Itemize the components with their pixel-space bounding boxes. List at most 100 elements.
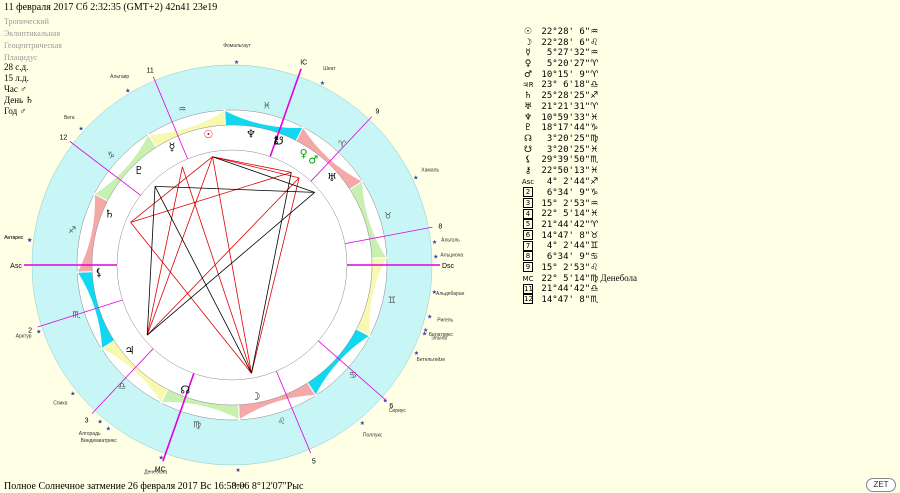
house-number-box: 6 (520, 230, 536, 241)
position-row: ♆ 10°59'33"♓ (520, 113, 637, 124)
house-cusp-line (91, 348, 154, 414)
house-cusp-line (69, 141, 141, 196)
position-row: ☿ 5°27'32"♒ (520, 48, 637, 59)
star-label: Антарес (4, 235, 24, 241)
zodiac-sign-glyph: ♍ (193, 421, 201, 431)
star-label: Белатрикс (429, 332, 454, 338)
planet-glyph: ♇ (523, 123, 533, 134)
house-cusp-line (276, 370, 312, 454)
house-box: 11 (523, 283, 533, 294)
house-number: 3 (85, 417, 89, 424)
position-value: 22°50'13" (536, 165, 591, 176)
position-row: ⚷ 22°50'13"♓ (520, 166, 637, 177)
house-box: 3 (523, 198, 533, 208)
chart-title: 11 февраля 2017 Сб 2:32:35 (GMT+2) 42n41… (4, 2, 218, 13)
star-marker: ★ (106, 425, 111, 432)
star-label: Альтаир (110, 74, 129, 80)
planet-glyph: ⚸ (524, 155, 532, 166)
planet-glyph: ♆ (523, 112, 533, 123)
planet-glyph: ☉ (523, 27, 533, 37)
star-label: Эльнат (431, 336, 448, 342)
house-number-box: 4 (520, 208, 536, 220)
planet-glyph: ☋ (274, 135, 284, 148)
house-number-box: 3 (520, 198, 536, 209)
star-label: Шеат (323, 66, 336, 72)
position-row: ⚸ 29°39'50"♏ (520, 155, 637, 166)
position-value: 15° 2'53" (536, 198, 591, 209)
position-value: 21°44'42" (536, 284, 591, 294)
house-cusp-line (310, 116, 373, 182)
star-marker: ★ (159, 454, 164, 461)
star-label: Альдебаран (436, 291, 465, 297)
star-marker: ★ (414, 350, 419, 357)
aspect-line (182, 166, 252, 374)
house-box: 12 (523, 294, 533, 305)
position-row: 4 22° 5'14"♓ (520, 208, 637, 220)
position-row: ♂ 10°15' 9"♈ (520, 70, 637, 81)
aspect-line (251, 172, 292, 374)
position-value: 21°21'31" (536, 101, 591, 112)
star-marker: ★ (422, 330, 427, 337)
planet-glyph: ☽ (523, 37, 533, 48)
planet-glyph: ☊ (180, 383, 190, 396)
planet-glyph: ♃ (125, 344, 135, 357)
aspect-line (146, 166, 183, 336)
planet-glyph: ⚸ (95, 266, 103, 279)
house-system: Плацидус (4, 53, 38, 62)
zodiac-sign-glyph: ♋ (349, 371, 357, 381)
planet-glyph: ♅ (327, 171, 337, 184)
position-row: ♄ 25°28'25"♐ (520, 91, 637, 102)
zet-logo[interactable]: ZET (866, 478, 896, 492)
zodiac-type: Тропический (4, 17, 49, 26)
position-row: 2 6°34' 9"♑ (520, 187, 637, 198)
position-row: ☋ 3°20'25"♓ (520, 145, 637, 156)
house-number: 12 (59, 135, 67, 142)
sign-glyph: ♏ (590, 155, 599, 166)
house-number: 8 (438, 224, 442, 231)
aspect-line (155, 186, 315, 193)
solar-day: 28 с.д. (4, 62, 29, 72)
star-marker: ★ (320, 80, 325, 87)
position-row: 5 21°44'42"♈ (520, 219, 637, 230)
sign-glyph: ♋ (590, 251, 599, 262)
position-value: 22° 5'14" (536, 209, 591, 220)
star-marker: ★ (97, 419, 102, 426)
sign-glyph: ♌ (590, 262, 599, 273)
planet-glyph: ♄ (104, 207, 114, 220)
aspect-line (146, 192, 315, 336)
sign-glyph: ♈ (590, 59, 599, 70)
star-marker: ★ (433, 253, 438, 260)
zodiac-sign-glyph: ♒ (178, 105, 186, 115)
star-marker: ★ (432, 239, 437, 246)
zodiac-sign-glyph: ♌ (278, 417, 286, 427)
house-cusp-line (152, 76, 188, 160)
planet-glyph: MC (522, 274, 534, 283)
house-number: 2 (28, 327, 32, 334)
position-row: ♀ 5°20'27"♈ (520, 59, 637, 70)
axis-label-asc: Asc (10, 263, 22, 270)
year-ruler: Год ♂ (4, 106, 27, 116)
axis-label-dsc: Dsc (442, 263, 455, 270)
position-row: ☉ 22°28' 6"♒ (520, 27, 637, 38)
planet-glyph: ☽ (251, 390, 261, 403)
aspect-line (154, 186, 252, 374)
sign-glyph: ♓ (590, 165, 599, 176)
position-row: 3 15° 2'53"♒ (520, 198, 637, 209)
aspect-line (212, 156, 252, 374)
planet-glyph: ♂ (523, 69, 533, 80)
star-label: Ригель (437, 317, 453, 323)
planet-glyph: ☊ (524, 133, 532, 144)
star-marker: ★ (413, 175, 418, 182)
zodiac-sign-glyph: ♐ (68, 226, 76, 236)
position-value: 10°59'33" (536, 112, 591, 123)
axis-ic (269, 68, 302, 157)
house-box: 9 (523, 262, 533, 273)
axis-mc (162, 373, 195, 462)
house-number-box: 2 (520, 187, 536, 198)
position-value: 22°28' 6" (536, 37, 591, 48)
house-box: 8 (523, 251, 533, 262)
zodiac-sign-glyph: ♉ (384, 211, 392, 221)
position-value: 5°27'32" (536, 48, 591, 59)
position-value: 18°17'44" (536, 123, 591, 134)
